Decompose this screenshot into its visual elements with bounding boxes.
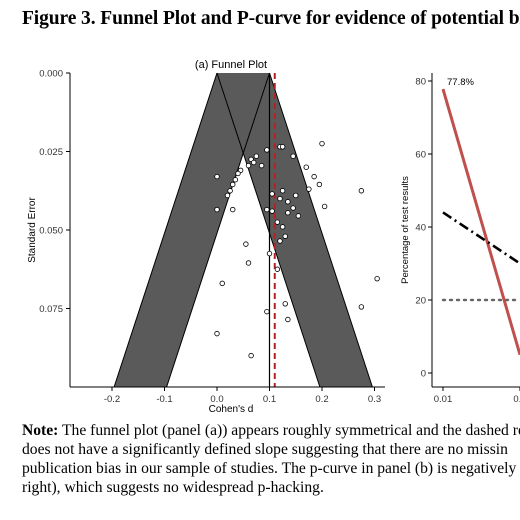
data-point xyxy=(269,208,275,214)
data-point xyxy=(214,173,220,180)
data-point xyxy=(230,181,236,188)
y-tick-label: 0.050 xyxy=(39,226,63,237)
data-point xyxy=(295,213,302,219)
y-tick-label: 0.075 xyxy=(39,304,63,315)
y-tick-label: 0.025 xyxy=(39,147,63,158)
data-point xyxy=(253,153,260,159)
x-axis-title: Cohen's d xyxy=(209,404,254,415)
data-point xyxy=(245,162,252,169)
data-point xyxy=(264,308,270,315)
pcurve-x-tick-label: 0.0 xyxy=(513,394,520,405)
data-point xyxy=(264,206,270,213)
data-point xyxy=(214,330,220,337)
data-point xyxy=(243,241,249,247)
funnel-plot-title: (a) Funnel Plot xyxy=(195,59,267,71)
data-point xyxy=(279,224,286,230)
data-point xyxy=(269,191,275,197)
data-point xyxy=(251,159,257,166)
x-tick-label: -0.2 xyxy=(104,394,120,405)
data-point xyxy=(230,206,236,213)
pcurve-x-tick-label: 0.01 xyxy=(434,394,453,405)
data-point xyxy=(285,199,291,205)
funnel-edge-2 xyxy=(216,72,321,388)
pcurve-annotation: 77.8% xyxy=(447,77,474,88)
y-axis-title: Standard Error xyxy=(27,197,38,263)
data-point xyxy=(264,147,270,153)
data-point xyxy=(274,266,281,272)
funnel-edge-3 xyxy=(166,72,270,388)
pcurve-y-tick-label: 60 xyxy=(415,150,426,161)
funnel-shaded-left xyxy=(114,73,270,387)
pcurve-y-tick-label: 0 xyxy=(421,369,426,380)
data-point xyxy=(358,304,365,310)
data-point xyxy=(277,238,283,244)
data-point xyxy=(266,250,273,257)
note-line-2: does not have a significantly defined sl… xyxy=(22,441,508,458)
pcurve-series-line-1 xyxy=(441,88,520,356)
data-point xyxy=(248,352,254,359)
y-tick-label: 0.000 xyxy=(39,69,63,80)
x-tick-label: 0.0 xyxy=(210,394,223,405)
data-point xyxy=(290,205,296,211)
data-point xyxy=(306,186,312,192)
pcurve-y-tick-label: 40 xyxy=(415,223,426,234)
data-point xyxy=(319,140,325,147)
note-label: Note: xyxy=(22,422,59,439)
data-point xyxy=(374,275,380,282)
data-point xyxy=(279,188,286,194)
data-point xyxy=(279,144,286,150)
note-text-1: The funnel plot (panel (a)) appears roug… xyxy=(58,422,520,439)
data-point xyxy=(277,195,283,202)
x-tick-label: 0.1 xyxy=(263,394,276,405)
data-point xyxy=(293,192,299,199)
note-line-1: Note: The funnel plot (panel (a)) appear… xyxy=(22,421,520,440)
note-line-4: right), which suggests no widespread p-h… xyxy=(22,479,324,496)
funnel-edge-4 xyxy=(269,72,373,388)
x-tick-label: -0.1 xyxy=(156,394,172,405)
data-point xyxy=(290,153,296,159)
note-line-3: publication bias in our sample of studie… xyxy=(22,460,520,477)
data-point xyxy=(285,316,291,323)
funnel-edge-1 xyxy=(113,72,218,388)
pcurve-series-line-2 xyxy=(442,211,520,265)
data-point xyxy=(219,280,225,287)
data-point xyxy=(282,301,288,307)
data-point xyxy=(214,206,220,213)
data-point xyxy=(232,177,239,183)
funnel-plot-panel: -0.2 -0.1 0.0 0.1 0.2 0.3 0.000 0.025 0.050 0.075… xyxy=(27,59,385,415)
data-point xyxy=(227,188,233,194)
pcurve-y-tick-label: 80 xyxy=(415,77,426,88)
figure-note: Note: The funnel plot (panel (a)) appear… xyxy=(22,421,520,497)
data-point xyxy=(311,173,317,180)
p-curve-panel: 0 20 40 60 80 0.01 0.0 77.8% Percentage of test … xyxy=(400,73,520,405)
data-point xyxy=(321,203,328,210)
x-tick-label: 0.3 xyxy=(368,394,381,405)
figure-title: Figure 3. Funnel Plot and P-curve for ev… xyxy=(22,8,520,29)
data-point xyxy=(235,170,241,177)
x-tick-label: 0.2 xyxy=(315,394,328,405)
data-point xyxy=(303,164,309,170)
data-point xyxy=(282,233,288,239)
pcurve-y-axis-title: Percentage of test results xyxy=(400,176,411,284)
data-point xyxy=(358,188,365,194)
data-point xyxy=(274,219,281,225)
data-point xyxy=(316,181,323,188)
funnel-shaded-right xyxy=(217,73,373,387)
data-point xyxy=(224,192,231,199)
data-point xyxy=(245,260,252,266)
data-point xyxy=(285,210,291,216)
data-point xyxy=(258,162,265,169)
pcurve-y-tick-label: 20 xyxy=(415,296,426,307)
